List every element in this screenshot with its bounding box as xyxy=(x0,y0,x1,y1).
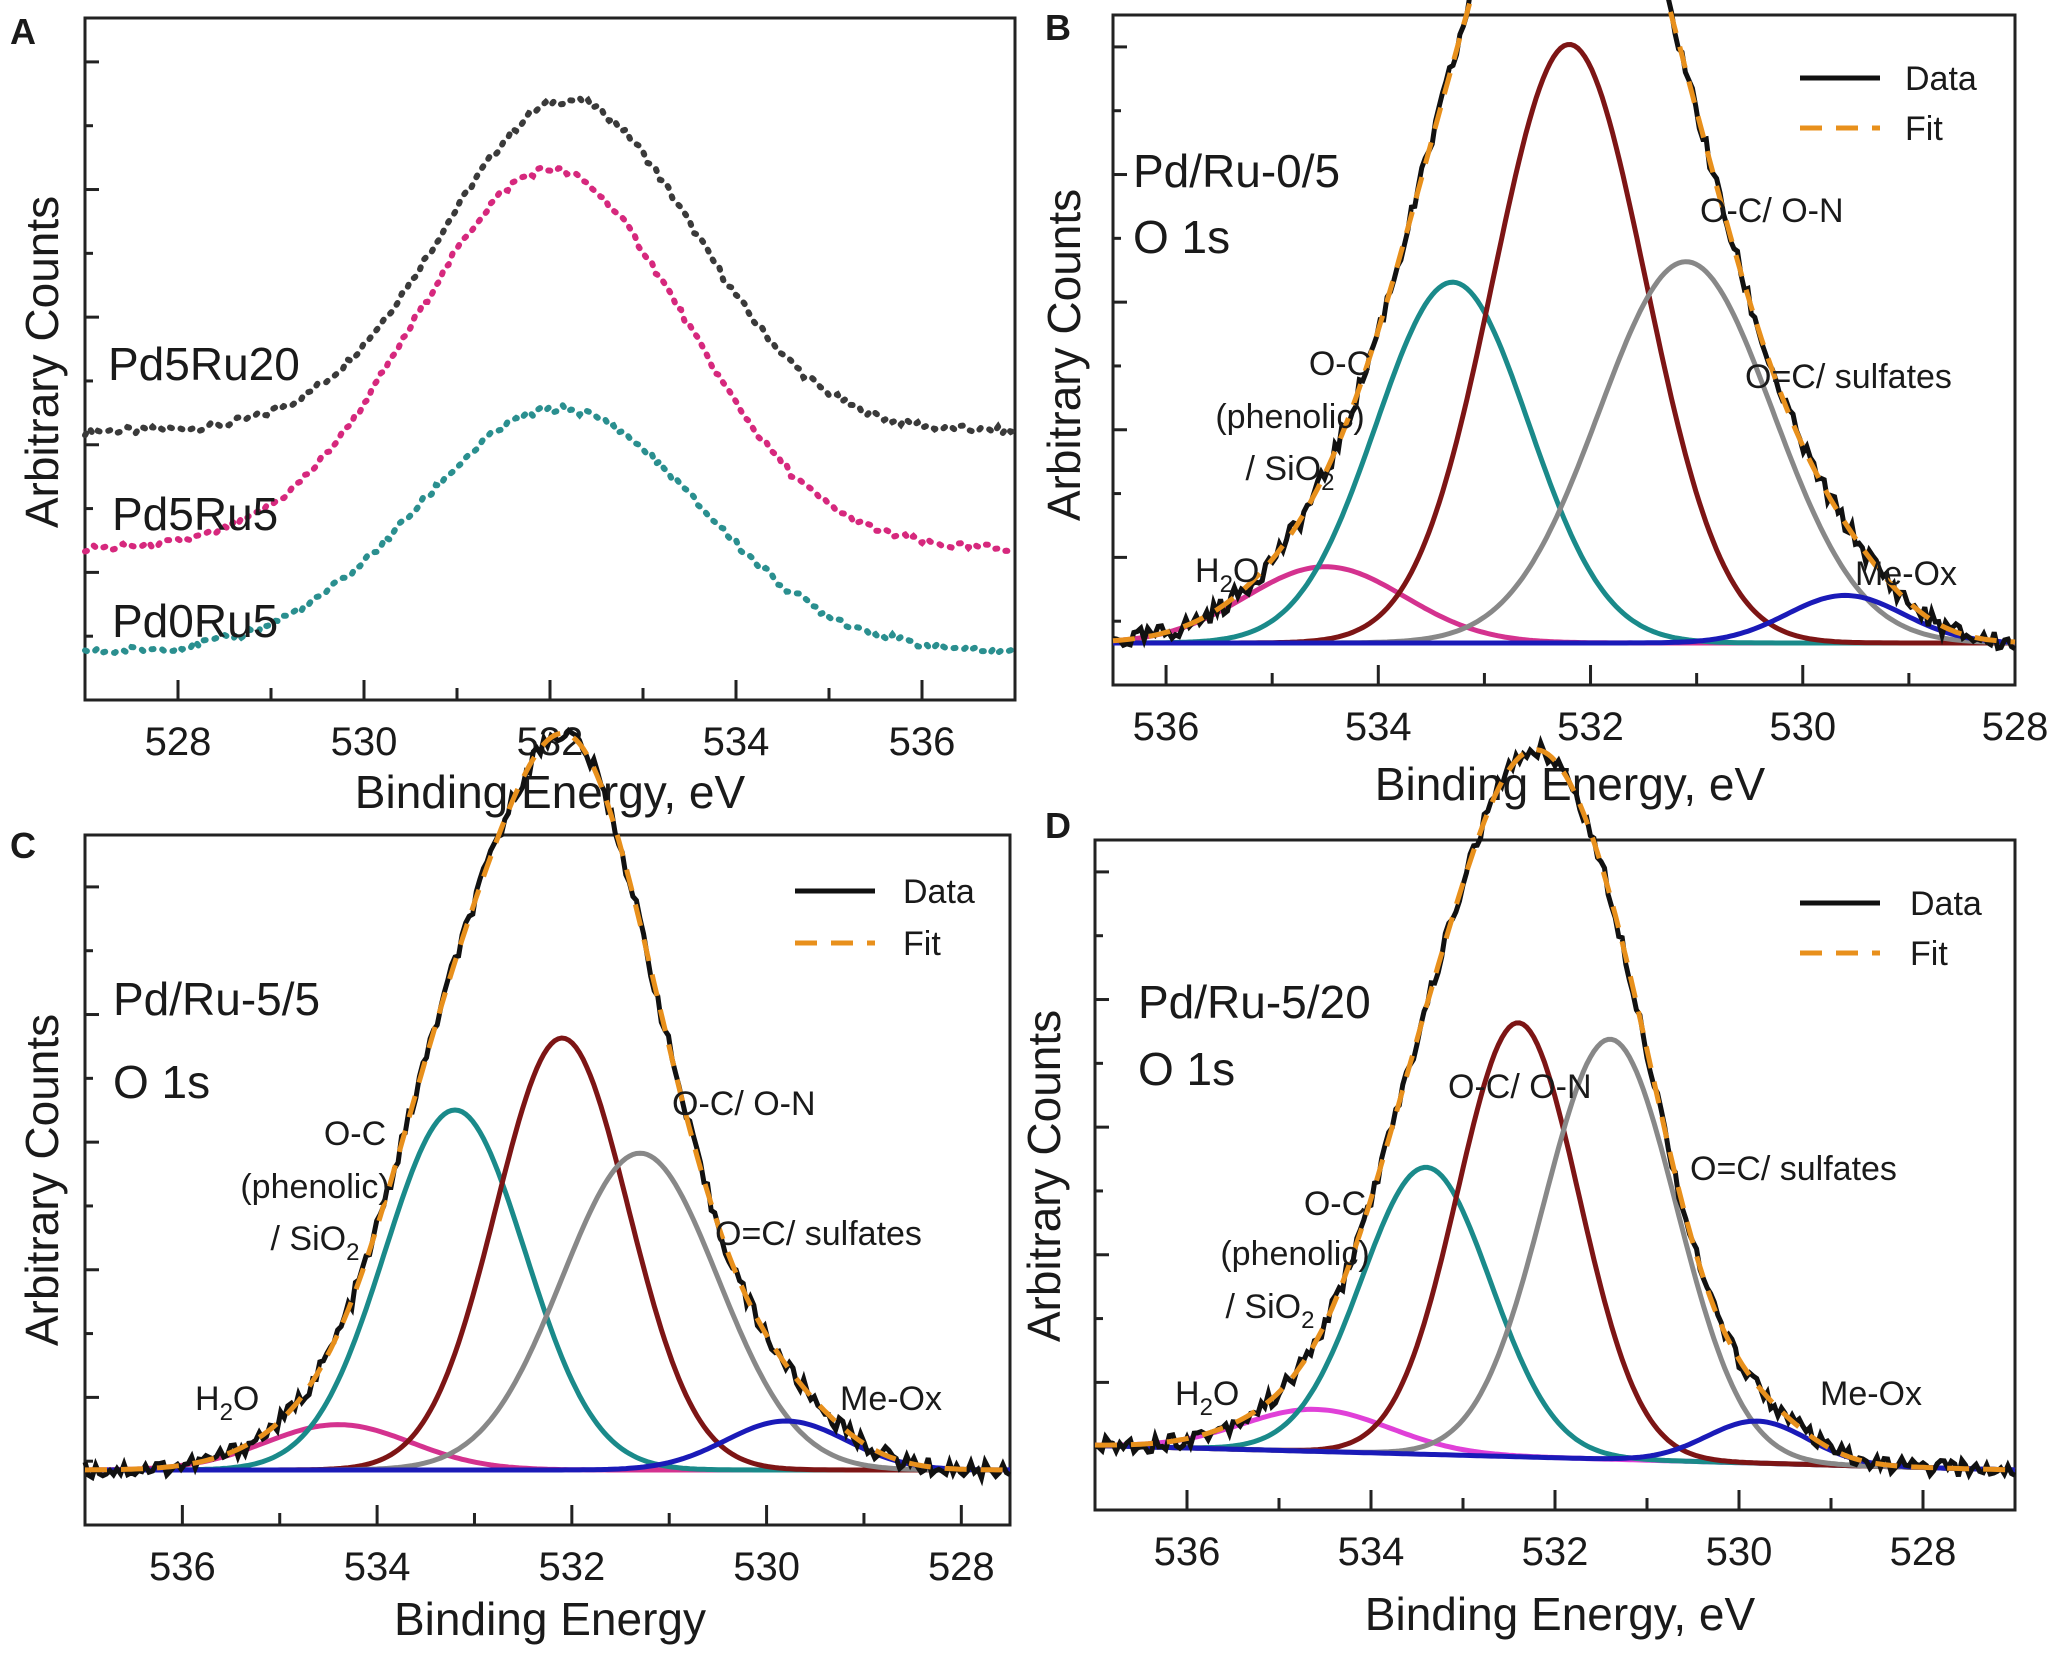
legend-label-fit-d: Fit xyxy=(1910,935,1948,973)
data-line xyxy=(82,726,1012,1487)
x-tick-label: 532 xyxy=(1557,705,1624,749)
component-me-ox xyxy=(1113,592,2016,646)
sample-name-b: Pd/Ru-0/5 xyxy=(1133,145,1340,197)
panel-c: C 528 530 532 534 536 Binding Energy Arbitra… xyxy=(10,726,1012,1645)
x-tick-label: 530 xyxy=(1706,1530,1773,1574)
panel-letter-a: A xyxy=(10,11,36,52)
annotation-ocon-c: O-C/ O-N xyxy=(672,1085,816,1123)
x-tick-label: 530 xyxy=(1769,705,1836,749)
x-tick-label: 534 xyxy=(1338,1530,1405,1574)
region-b: O 1s xyxy=(1133,211,1230,263)
annotation-oc-b: O-C xyxy=(1309,345,1371,383)
series-line-pd5ru5 xyxy=(82,164,1018,556)
sample-name-c: Pd/Ru-5/5 xyxy=(113,973,320,1025)
series-label-pd0ru5: Pd0Ru5 xyxy=(112,595,278,647)
panel-letter-d: D xyxy=(1045,805,1071,846)
annotation-phenolic-c: (phenolic) xyxy=(240,1168,389,1206)
panel-a: A 528 530 532 534 536 Binding Energy, eV Arb… xyxy=(10,11,1018,818)
x-tick-label: 528 xyxy=(1890,1530,1957,1574)
x-ticks-d: 528 530 532 534 536 xyxy=(1093,1490,2017,1574)
annotation-meox-b: Me-Ox xyxy=(1855,555,1957,593)
legend-label-data-c: Data xyxy=(903,873,975,911)
x-tick-label: 528 xyxy=(928,1545,995,1589)
series-line-pd5ru20 xyxy=(82,94,1018,440)
series-group-a xyxy=(82,94,1018,658)
y-axis-title-a: Arbitrary Counts xyxy=(16,196,68,528)
plot-frame-b xyxy=(1111,13,2017,687)
x-tick-label: 530 xyxy=(733,1545,800,1589)
annotation-meox-d: Me-Ox xyxy=(1820,1375,1922,1413)
data-line xyxy=(1112,0,2017,652)
annotation-meox-c: Me-Ox xyxy=(840,1380,942,1418)
series-label-pd5ru5: Pd5Ru5 xyxy=(112,488,278,540)
x-tick-label: 528 xyxy=(1982,705,2049,749)
sample-name-d: Pd/Ru-5/20 xyxy=(1138,976,1371,1028)
x-tick-label: 534 xyxy=(703,720,770,764)
fit-line xyxy=(85,730,1010,1473)
annotation-oc-c: O-C xyxy=(324,1115,386,1153)
annotation-h2o-c: H2O xyxy=(195,1380,259,1426)
annotation-phenolic-b: (phenolic) xyxy=(1215,398,1364,436)
x-tick-label: 536 xyxy=(149,1545,216,1589)
annotation-oc-d: O-C xyxy=(1304,1185,1366,1223)
annotation-sio2-b: / SiO2 xyxy=(1246,450,1335,496)
annotation-sio2-c: / SiO2 xyxy=(271,1220,360,1266)
y-axis-title-d: Arbitrary Counts xyxy=(1018,1010,1070,1342)
fit-line xyxy=(1094,747,2016,1473)
annotation-ocon-d: O-C/ O-N xyxy=(1448,1068,1592,1106)
y-axis-title-c: Arbitrary Counts xyxy=(16,1014,68,1346)
series-label-pd5ru20: Pd5Ru20 xyxy=(108,338,300,390)
legend-label-data-d: Data xyxy=(1910,885,1982,923)
y-ticks-c xyxy=(85,885,99,1463)
x-ticks-b: 528 530 532 534 536 xyxy=(1133,665,2049,749)
legend-label-data-b: Data xyxy=(1905,60,1977,98)
annotation-h2o-d: H2O xyxy=(1175,1375,1239,1421)
component-me-ox xyxy=(85,1418,1010,1473)
y-ticks-a xyxy=(85,60,99,638)
x-tick-label: 536 xyxy=(1154,1530,1221,1574)
annotation-phenolic-d: (phenolic) xyxy=(1220,1235,1369,1273)
x-tick-label: 534 xyxy=(1345,705,1412,749)
y-ticks-b xyxy=(1113,45,1127,623)
x-tick-label: 532 xyxy=(538,1545,605,1589)
x-ticks-c: 528 530 532 534 536 xyxy=(83,1505,995,1589)
x-tick-label: 530 xyxy=(331,720,398,764)
series-group-c xyxy=(82,726,1012,1487)
region-d: O 1s xyxy=(1138,1043,1235,1095)
x-axis-title-d: Binding Energy, eV xyxy=(1365,1588,1756,1640)
y-ticks-d xyxy=(1095,870,1109,1448)
annotation-ocsulf-d: O=C/ sulfates xyxy=(1690,1150,1897,1188)
panel-letter-b: B xyxy=(1045,7,1071,48)
panel-letter-c: C xyxy=(10,825,36,866)
annotation-sio2-d: / SiO2 xyxy=(1226,1288,1315,1334)
plot-frame-c xyxy=(83,833,1012,1527)
legend-label-fit-b: Fit xyxy=(1905,110,1943,148)
x-tick-label: 536 xyxy=(889,720,956,764)
y-axis-title-b: Arbitrary Counts xyxy=(1038,189,1090,521)
x-ticks-a: 528 530 532 534 536 xyxy=(83,680,1017,764)
x-axis-title-c: Binding Energy xyxy=(394,1593,706,1645)
data-line xyxy=(1094,734,2017,1481)
x-tick-label: 532 xyxy=(1522,1530,1589,1574)
x-axis-title-a: Binding Energy, eV xyxy=(355,766,746,818)
x-tick-label: 534 xyxy=(344,1545,411,1589)
legend-label-fit-c: Fit xyxy=(903,925,941,963)
annotation-ocsulf-c: O=C/ sulfates xyxy=(715,1215,922,1253)
series-line-pd0ru5 xyxy=(82,400,1018,658)
x-tick-label: 536 xyxy=(1133,705,1200,749)
annotation-ocon-b: O-C/ O-N xyxy=(1700,192,1844,230)
region-c: O 1s xyxy=(113,1056,210,1108)
x-tick-label: 528 xyxy=(145,720,212,764)
panel-d: D 528 530 532 534 536 Binding Energy, eV Arb… xyxy=(1018,734,2017,1640)
series-group-b xyxy=(1112,0,2017,652)
annotation-ocsulf-b: O=C/ sulfates xyxy=(1745,358,1952,396)
fit-line xyxy=(1112,0,2016,645)
series-group-d xyxy=(1094,734,2017,1481)
